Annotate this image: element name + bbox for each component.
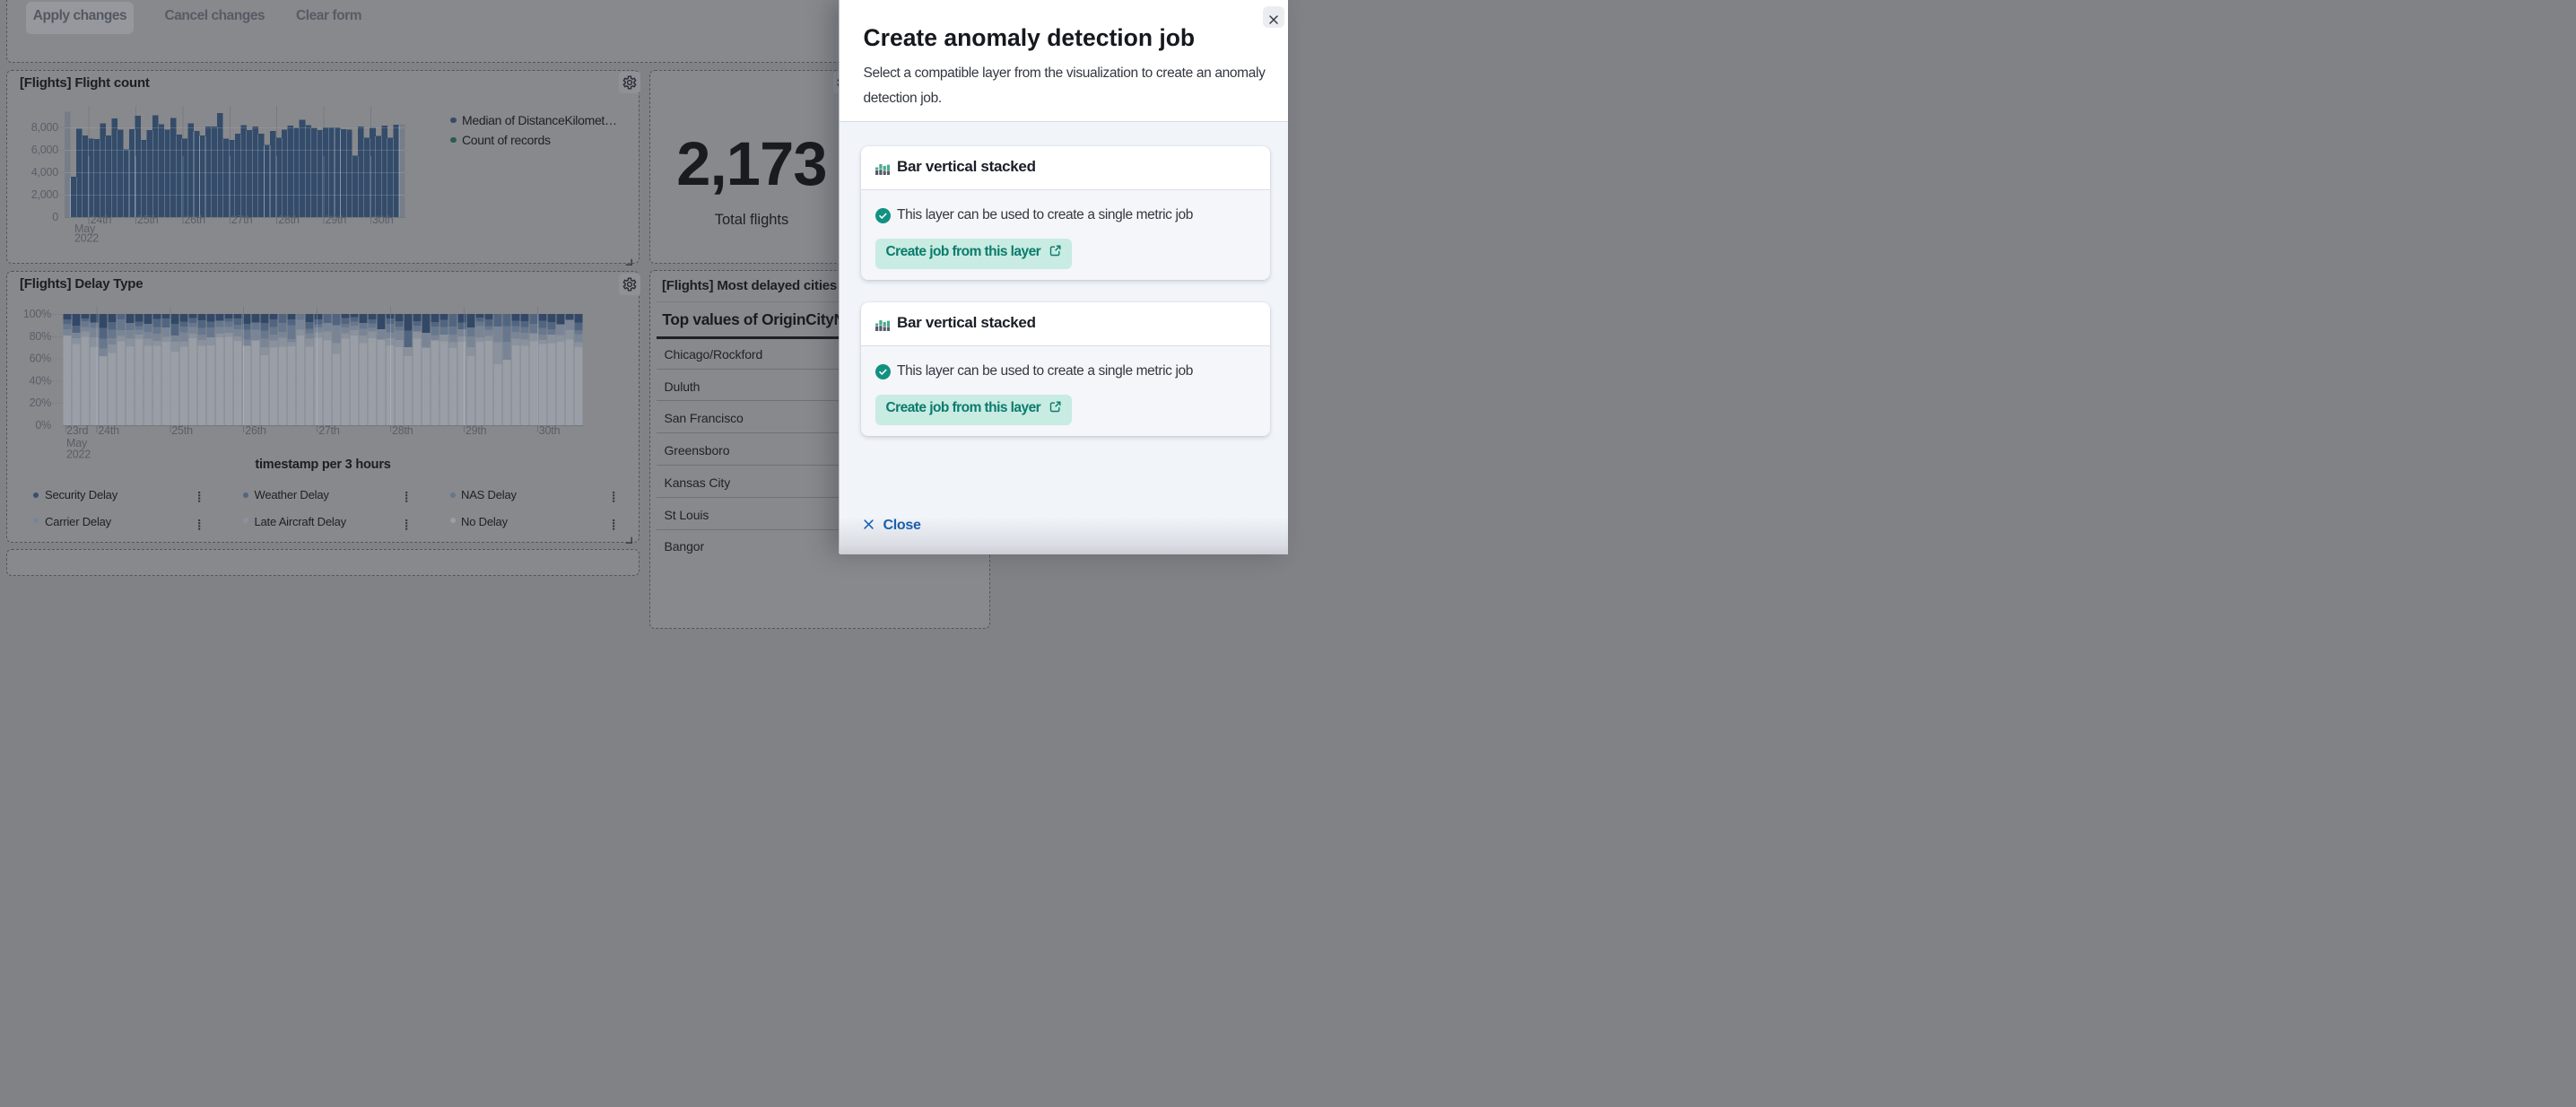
svg-text:29th: 29th (466, 424, 487, 437)
svg-text:4,000: 4,000 (31, 166, 59, 179)
svg-text:May: May (66, 437, 88, 449)
svg-text:29th: 29th (326, 214, 347, 226)
svg-text:100%: 100% (23, 308, 51, 320)
svg-text:28th: 28th (392, 424, 413, 437)
svg-text:8,000: 8,000 (31, 121, 59, 134)
svg-text:May: May (74, 222, 96, 235)
svg-text:25th: 25th (171, 424, 193, 437)
svg-text:40%: 40% (30, 374, 52, 387)
svg-text:23rd: 23rd (66, 424, 88, 437)
svg-text:28th: 28th (278, 214, 300, 226)
svg-text:20%: 20% (30, 397, 52, 409)
svg-text:80%: 80% (30, 330, 52, 343)
svg-text:2022: 2022 (66, 449, 91, 461)
svg-text:2022: 2022 (74, 232, 99, 245)
svg-text:0: 0 (52, 211, 58, 223)
svg-text:24th: 24th (91, 214, 112, 226)
svg-text:2,000: 2,000 (31, 188, 59, 201)
svg-text:0%: 0% (35, 419, 51, 431)
svg-text:30th: 30th (372, 214, 394, 226)
svg-text:6,000: 6,000 (31, 144, 59, 156)
svg-text:25th: 25th (137, 214, 159, 226)
svg-text:27th: 27th (318, 424, 340, 437)
svg-text:26th: 26th (184, 214, 205, 226)
svg-text:60%: 60% (30, 353, 52, 365)
svg-text:30th: 30th (539, 424, 561, 437)
svg-text:26th: 26th (245, 424, 266, 437)
svg-text:27th: 27th (231, 214, 253, 226)
svg-text:24th: 24th (98, 424, 119, 437)
